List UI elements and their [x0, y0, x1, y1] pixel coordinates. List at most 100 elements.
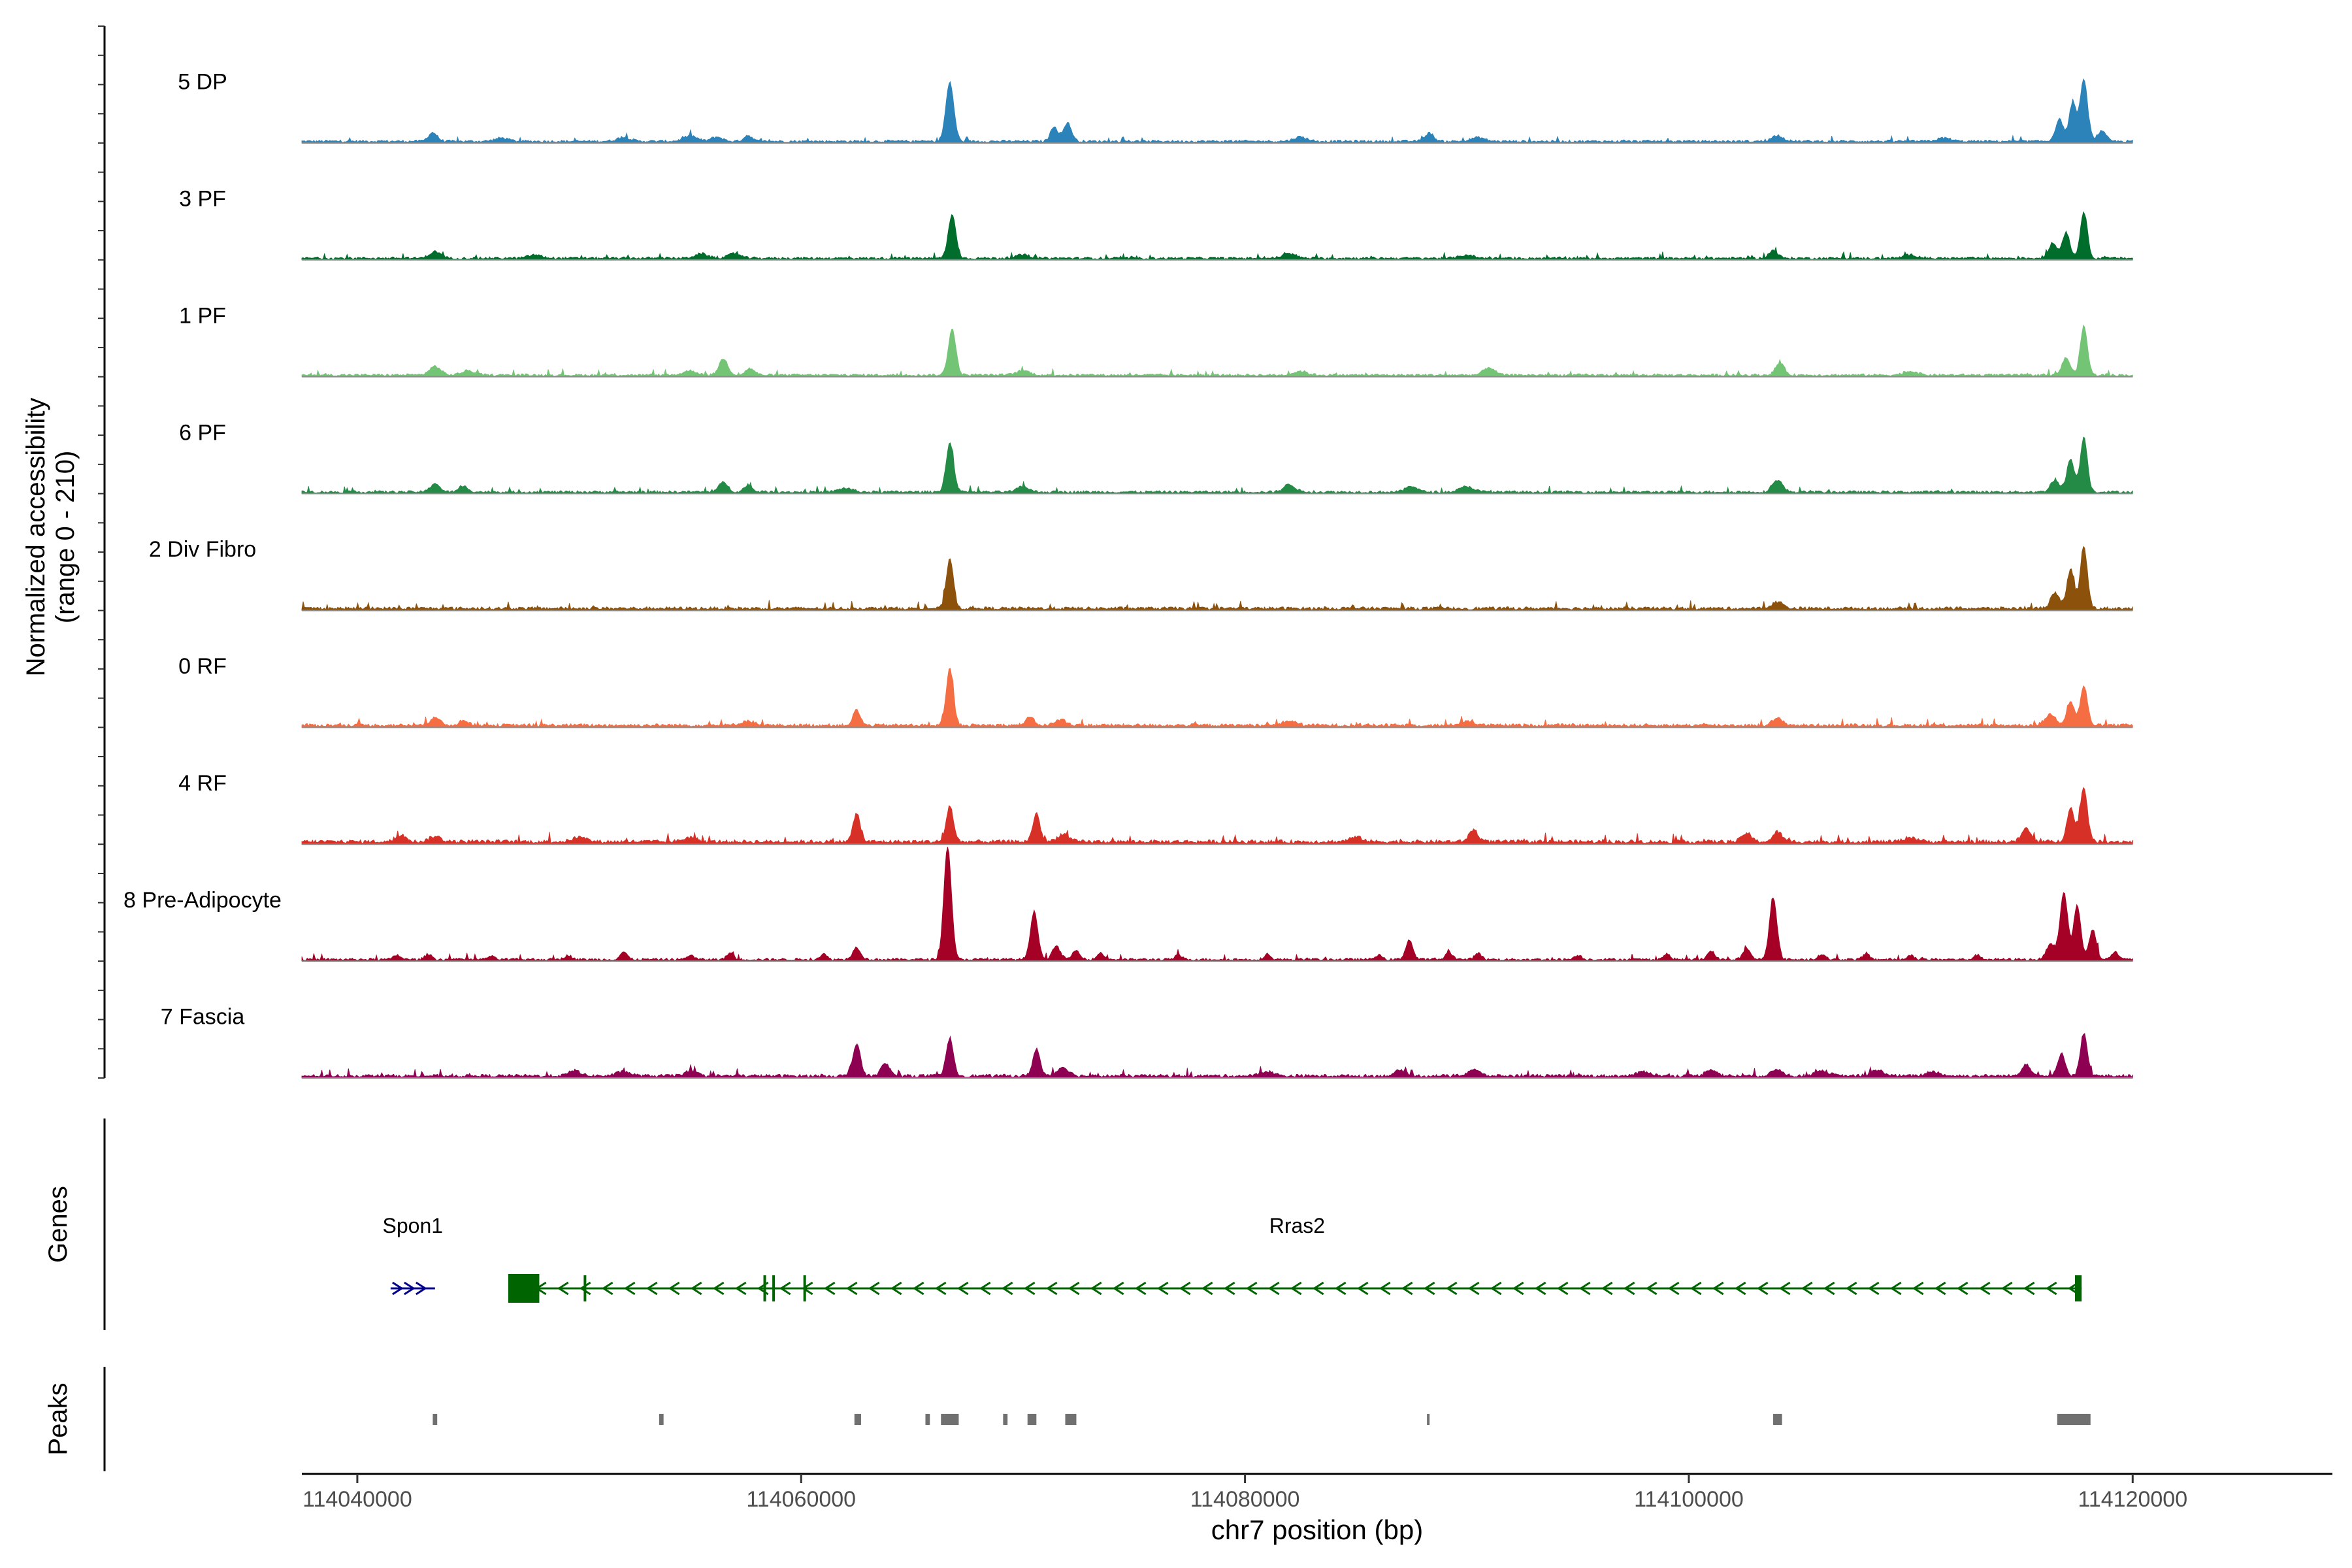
x-tick-label: 114120000: [2078, 1487, 2187, 1512]
strand-arrow: [1023, 1281, 1036, 1296]
track-0-rf: 0 RF: [178, 654, 2133, 728]
track-2-div-fibro: 2 Div Fibro: [149, 537, 2133, 612]
strand-arrow: [1445, 1281, 1458, 1296]
track-1-pf: 1 PF: [179, 303, 2133, 378]
x-axis: 114040000 114060000 114080000 114100000 1141…: [302, 1473, 2332, 1545]
strand-arrow: [1134, 1281, 1147, 1296]
track-5-dp: 5 DP: [178, 70, 2133, 144]
coverage-area: [301, 1032, 2133, 1079]
x-tick-label: 114060000: [746, 1487, 856, 1512]
strand-arrow: [579, 1281, 591, 1296]
track-label: 0 RF: [178, 654, 227, 679]
peaks-panel: Peaks: [44, 1367, 2091, 1471]
strand-arrow: [712, 1281, 725, 1296]
strand-arrow: [1356, 1281, 1369, 1296]
x-axis-title: chr7 position (bp): [1211, 1514, 1424, 1545]
strand-arrow: [416, 1281, 427, 1296]
track-label: 2 Div Fibro: [149, 537, 256, 562]
track-label: 4 RF: [178, 771, 227, 796]
track-3-pf: 3 PF: [179, 187, 2133, 261]
strand-arrow: [1934, 1281, 1946, 1296]
strand-arrow: [1690, 1281, 1702, 1296]
coverage-area: [301, 436, 2133, 494]
strand-arrow: [890, 1281, 902, 1296]
track-8-pre-adipocyte: 8 Pre-Adipocyte: [123, 847, 2133, 962]
strand-arrow: [1401, 1281, 1413, 1296]
coverage-area: [301, 668, 2133, 728]
strand-arrow: [392, 1281, 404, 1296]
strand-arrow: [1667, 1281, 1680, 1296]
exon: [508, 1274, 540, 1303]
coverage-area: [301, 546, 2133, 611]
coverage-area: [301, 211, 2133, 261]
strand-arrow: [979, 1281, 991, 1296]
strand-arrow: [557, 1281, 569, 1296]
strand-arrow: [1290, 1281, 1302, 1296]
strand-arrow: [1556, 1281, 1569, 1296]
peak-region: [1027, 1414, 1037, 1425]
strand-arrow: [1112, 1281, 1124, 1296]
strand-arrow: [1601, 1281, 1613, 1296]
gene-name: Spon1: [383, 1214, 444, 1237]
track-label: 3 PF: [179, 187, 226, 212]
peak-region: [925, 1414, 930, 1425]
peak-region: [941, 1414, 959, 1425]
strand-arrow: [1867, 1281, 1880, 1296]
strand-arrow: [1778, 1281, 1791, 1296]
strand-arrow: [1912, 1281, 1924, 1296]
strand-arrow: [2001, 1281, 2013, 1296]
peaks-panel-label: Peaks: [44, 1382, 73, 1455]
strand-arrow: [1045, 1281, 1058, 1296]
strand-arrow: [956, 1281, 969, 1296]
gene-spon1: Spon1: [383, 1214, 444, 1296]
strand-arrow: [1334, 1281, 1347, 1296]
track-label: 8 Pre-Adipocyte: [123, 888, 282, 913]
strand-arrow: [1823, 1281, 1835, 1296]
peak-region: [2057, 1414, 2091, 1425]
exon: [2074, 1275, 2082, 1301]
gene-name: Rras2: [1269, 1214, 1325, 1237]
strand-arrow: [1978, 1281, 1991, 1296]
track-6-pf: 6 PF: [179, 420, 2133, 495]
gene-rras2: Rras2: [508, 1214, 2082, 1303]
strand-arrow: [1490, 1281, 1502, 1296]
track-label: 5 DP: [178, 70, 227, 95]
strand-arrow: [1578, 1281, 1591, 1296]
strand-arrow: [1845, 1281, 1857, 1296]
strand-arrow: [823, 1281, 836, 1296]
peak-region: [433, 1414, 438, 1425]
strand-arrow: [1068, 1281, 1080, 1296]
strand-arrow: [1201, 1281, 1213, 1296]
strand-arrow: [668, 1281, 680, 1296]
exon: [803, 1275, 806, 1301]
strand-arrow: [1645, 1281, 1658, 1296]
strand-arrow: [645, 1281, 658, 1296]
peak-region: [1003, 1414, 1008, 1425]
strand-arrow: [1889, 1281, 1902, 1296]
strand-arrow: [912, 1281, 924, 1296]
strand-arrow: [1712, 1281, 1724, 1296]
genes-panel: Genes Spon1 Rras2: [44, 1119, 2082, 1330]
coverage-area: [301, 847, 2133, 962]
y-axis-title-line2: (range 0 - 210): [51, 451, 80, 624]
strand-arrow: [2045, 1281, 2057, 1296]
strand-arrow: [1956, 1281, 1968, 1296]
strand-arrow: [404, 1281, 416, 1296]
coverage-area: [301, 78, 2133, 144]
strand-arrow: [1512, 1281, 1524, 1296]
strand-arrow: [690, 1281, 702, 1296]
track-label: 7 Fascia: [161, 1005, 245, 1030]
coverage-area: [301, 787, 2133, 845]
peak-region: [659, 1414, 664, 1425]
strand-arrow: [1267, 1281, 1280, 1296]
strand-arrow: [2023, 1281, 2035, 1296]
strand-arrow: [1156, 1281, 1169, 1296]
track-label: 6 PF: [179, 420, 226, 445]
strand-arrow: [1423, 1281, 1435, 1296]
strand-arrow: [1623, 1281, 1635, 1296]
strand-arrow: [1734, 1281, 1746, 1296]
coverage-area: [301, 324, 2133, 378]
strand-arrow: [601, 1281, 613, 1296]
strand-arrow: [1245, 1281, 1258, 1296]
